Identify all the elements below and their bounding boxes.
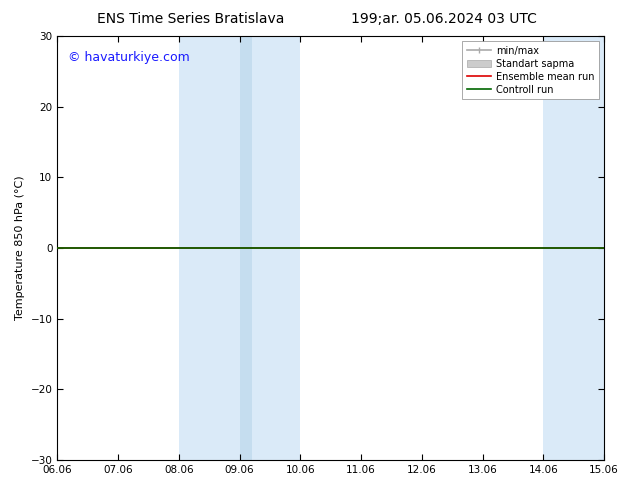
Bar bbox=[240, 36, 252, 460]
Bar bbox=[543, 36, 604, 460]
Bar bbox=[604, 36, 616, 460]
Bar bbox=[240, 36, 301, 460]
Y-axis label: Temperature 850 hPa (°C): Temperature 850 hPa (°C) bbox=[15, 176, 25, 320]
Text: ENS Time Series Bratislava: ENS Time Series Bratislava bbox=[96, 12, 284, 26]
Text: © havaturkiye.com: © havaturkiye.com bbox=[68, 51, 190, 64]
Text: 199;ar. 05.06.2024 03 UTC: 199;ar. 05.06.2024 03 UTC bbox=[351, 12, 537, 26]
Bar bbox=[179, 36, 240, 460]
Legend: min/max, Standart sapma, Ensemble mean run, Controll run: min/max, Standart sapma, Ensemble mean r… bbox=[462, 41, 599, 99]
Bar bbox=[604, 36, 634, 460]
